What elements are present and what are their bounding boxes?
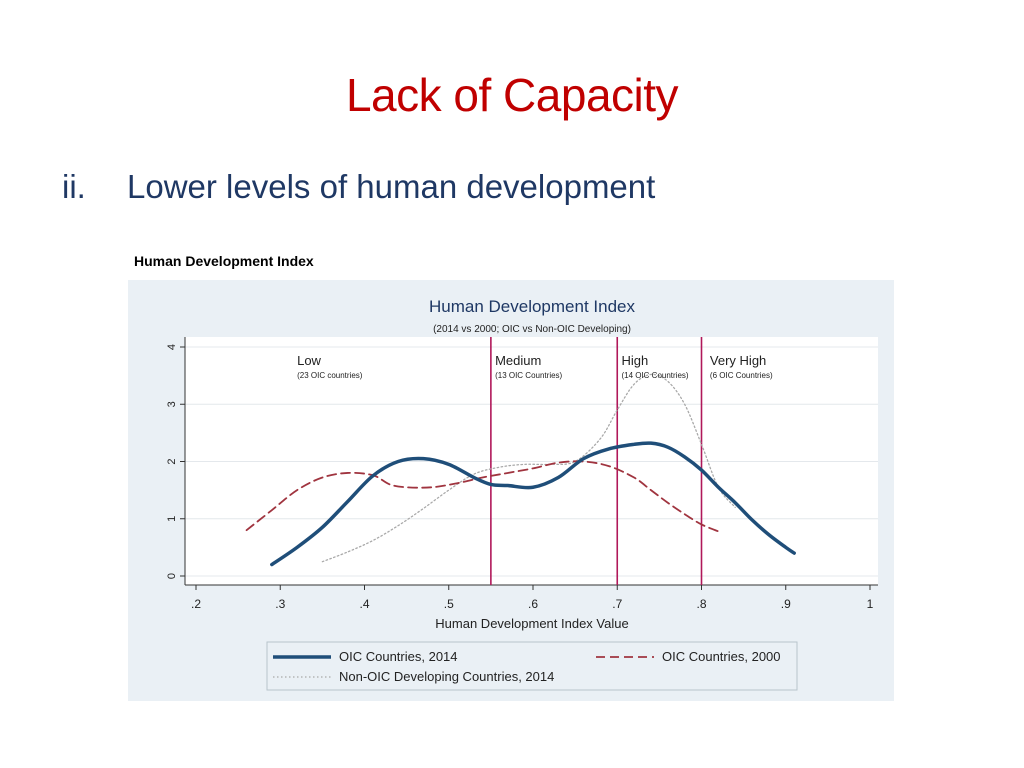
bullet-item: ii. Lower levels of human development — [62, 168, 655, 206]
chart-subtitle: (2014 vs 2000; OIC vs Non-OIC Developing… — [433, 324, 631, 335]
chart-title: Human Development Index — [429, 297, 636, 316]
x-tick-label: .4 — [359, 597, 369, 611]
legend-label-oic-2014: OIC Countries, 2014 — [339, 649, 458, 664]
y-tick-label: 0 — [166, 573, 178, 579]
category-label: Medium — [495, 353, 541, 368]
legend-label-oic-2000: OIC Countries, 2000 — [662, 649, 781, 664]
category-label: High — [621, 353, 648, 368]
category-note: (6 OIC Countries) — [710, 371, 773, 380]
series-oic-2014 — [270, 441, 796, 567]
category-note: (23 OIC countries) — [297, 371, 363, 380]
category-note: (13 OIC Countries) — [495, 371, 562, 380]
legend-box — [266, 641, 798, 691]
y-tick-label: 2 — [166, 458, 178, 464]
slide-title: Lack of Capacity — [345, 69, 679, 121]
category-label: Very High — [710, 353, 766, 368]
category-label: Low — [297, 353, 321, 368]
category-note: (14 OIC Countries) — [621, 371, 688, 380]
series-oic-2000 — [245, 460, 720, 533]
y-tick-label: 1 — [166, 516, 178, 522]
y-tick-label: 4 — [166, 344, 178, 350]
y-tick-label: 3 — [166, 401, 178, 407]
x-tick-label: .6 — [528, 597, 538, 611]
legend: OIC Countries, 2014 OIC Countries, 2000 … — [266, 641, 798, 691]
chart-panel: 0 1 2 3 4 .2 .3 .4 .5 .6 .7 .8 .9 1 Low (23 OIC countri… — [128, 280, 894, 701]
x-tick-label: .9 — [781, 597, 791, 611]
x-tick-label: .8 — [696, 597, 706, 611]
x-tick-label: .2 — [191, 597, 201, 611]
x-tick-label: 1 — [867, 597, 874, 611]
x-tick-label: .7 — [612, 597, 622, 611]
bullet-text: Lower levels of human development — [127, 168, 656, 205]
bullet-number: ii. — [62, 168, 86, 205]
figure-heading: Human Development Index — [134, 253, 314, 269]
x-tick-label: .5 — [444, 597, 454, 611]
x-tick-label: .3 — [275, 597, 285, 611]
legend-label-non-oic-2014: Non-OIC Developing Countries, 2014 — [339, 669, 554, 684]
hdi-chart: 0 1 2 3 4 .2 .3 .4 .5 .6 .7 .8 .9 1 Low (23 OIC countri… — [166, 297, 878, 691]
x-axis-label: Human Development Index Value — [435, 616, 628, 631]
series-non-oic-2014 — [321, 373, 736, 563]
